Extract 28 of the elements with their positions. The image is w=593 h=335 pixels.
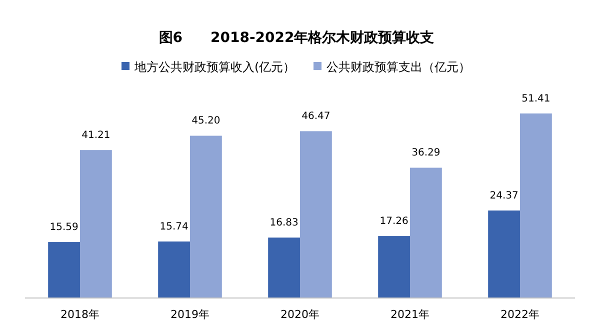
legend-label: 公共财政预算支出（亿元） (326, 60, 470, 74)
bar (48, 242, 80, 298)
data-label: 36.29 (412, 148, 440, 159)
bar (410, 168, 442, 298)
bar (488, 210, 520, 298)
data-label: 15.59 (50, 222, 78, 234)
data-label: 16.83 (270, 218, 298, 229)
data-label: 45.20 (192, 116, 220, 127)
bar (520, 113, 552, 298)
x-tick-label: 2018年 (60, 308, 100, 321)
data-label: 24.37 (490, 190, 518, 202)
data-label: 41.21 (82, 130, 110, 142)
data-label: 15.74 (160, 222, 188, 232)
data-label: 46.47 (302, 111, 330, 122)
legend-label: 地方公共财政预算收入(亿元） (134, 60, 296, 74)
data-label: 51.41 (522, 93, 550, 104)
bar (190, 136, 222, 298)
data-label: 17.26 (380, 216, 408, 228)
x-tick-label: 2019年 (170, 308, 210, 321)
x-tick-label: 2022年 (500, 308, 540, 321)
x-tick-label: 2020年 (280, 308, 320, 321)
bar (158, 242, 190, 298)
bar (80, 150, 112, 298)
x-tick-label: 2021年 (390, 308, 430, 321)
bar (300, 131, 332, 298)
bar (268, 238, 300, 298)
chart-title: 图6 2018-2022年格尔木财政预算收支 (158, 30, 434, 46)
bar (378, 236, 410, 298)
